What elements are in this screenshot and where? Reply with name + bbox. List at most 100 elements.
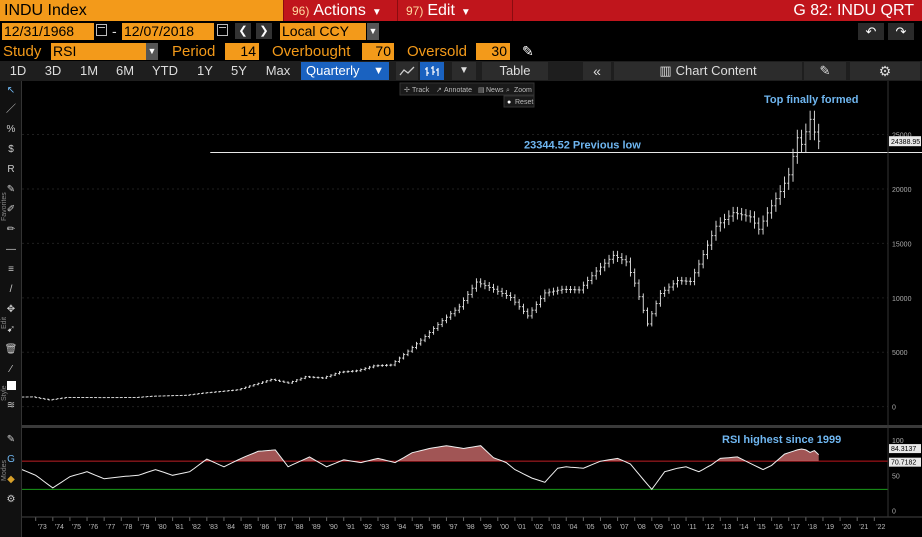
- x-tick-label: '91: [346, 524, 355, 531]
- g-mode-icon[interactable]: G: [7, 454, 15, 465]
- ruler-icon[interactable]: R: [7, 164, 15, 175]
- annotation-top-formed: Top finally formed: [764, 94, 859, 106]
- chart-content-button[interactable]: ▥ Chart Content: [614, 62, 802, 80]
- edit-side-label: Edit: [1, 316, 8, 329]
- reset-button[interactable]: Reset: [515, 99, 533, 106]
- zoom-button[interactable]: Zoom: [514, 87, 532, 94]
- caret-down-icon: ▼: [371, 7, 382, 18]
- edit-chart-icon[interactable]: ✎: [804, 62, 846, 80]
- x-tick-label: '13: [722, 524, 731, 531]
- line-tool-icon[interactable]: ／: [6, 104, 16, 115]
- color-box-icon[interactable]: [4, 381, 18, 395]
- pencil-icon[interactable]: ✎: [522, 43, 534, 59]
- x-tick-label: '89: [312, 524, 321, 531]
- eyedropper-icon[interactable]: ⁄: [10, 364, 12, 375]
- price-tick-label: 15000: [892, 241, 912, 248]
- x-tick-label: '85: [243, 524, 252, 531]
- track-button[interactable]: Track: [412, 87, 430, 94]
- favorites-label: Favorites: [1, 192, 8, 221]
- rsi-line: [22, 445, 820, 491]
- settings-small-icon[interactable]: ⚙: [6, 494, 16, 505]
- x-tick-label: '21: [859, 524, 868, 531]
- x-tick-label: '88: [294, 524, 303, 531]
- last-price-tag: [889, 136, 921, 147]
- draw-mode-icon[interactable]: ✎: [6, 434, 16, 445]
- period-ytd-button[interactable]: YTD: [152, 63, 178, 78]
- study-label: Study: [3, 43, 42, 60]
- line-style-icon[interactable]: ≋: [6, 400, 16, 411]
- table-button[interactable]: Table: [482, 62, 548, 80]
- chevron-down-icon: ▼: [373, 65, 384, 77]
- x-tick-label: '95: [414, 524, 423, 531]
- x-tick-label: '16: [774, 524, 783, 531]
- x-tick-label: '94: [397, 524, 406, 531]
- x-tick-label: '74: [55, 524, 64, 531]
- overbought-label: Overbought: [272, 43, 351, 60]
- annotate-button[interactable]: Annotate: [444, 87, 472, 94]
- period-3d-button[interactable]: 3D: [44, 63, 62, 78]
- edit-menu-button[interactable]: 97) Edit ▼: [398, 0, 513, 21]
- chart-icon: ▥: [659, 63, 672, 78]
- brush-icon[interactable]: ✐: [6, 204, 16, 215]
- date-separator: -: [112, 23, 117, 39]
- channel-icon[interactable]: ≡: [8, 264, 14, 275]
- trash-icon[interactable]: 🗑: [4, 344, 18, 355]
- overbought-field[interactable]: 70: [362, 43, 394, 60]
- x-tick-label: '06: [602, 524, 611, 531]
- pen-icon[interactable]: ✎: [6, 184, 16, 195]
- chart-annotations: Top finally formed 23344.52 Previous low R…: [210, 94, 922, 446]
- undo-icon[interactable]: ↶: [858, 23, 884, 40]
- frequency-select[interactable]: Quarterly ▼: [301, 62, 389, 80]
- redo-icon[interactable]: ↷: [888, 23, 914, 40]
- period-field[interactable]: 14: [225, 43, 259, 60]
- price-tick-label: 10000: [892, 296, 912, 303]
- collapse-left-icon[interactable]: «: [583, 62, 611, 80]
- x-tick-label: '19: [825, 524, 834, 531]
- period-5y-button[interactable]: 5Y: [231, 63, 247, 78]
- study-select[interactable]: RSI: [51, 43, 146, 60]
- move-icon[interactable]: ✥: [6, 304, 16, 315]
- cursor-icon[interactable]: ↖: [6, 85, 16, 96]
- x-tick-label: '03: [551, 524, 560, 531]
- rsi-last-tag: [889, 444, 921, 454]
- percent-tool-icon[interactable]: %: [6, 124, 16, 135]
- period-1d-button[interactable]: 1D: [9, 63, 27, 78]
- bar-chart-icon[interactable]: [420, 62, 444, 80]
- marker-icon[interactable]: ✏: [6, 224, 16, 235]
- calendar-icon[interactable]: [217, 24, 228, 36]
- period-max-button[interactable]: Max: [265, 63, 291, 78]
- chevron-down-icon[interactable]: ▼: [367, 23, 379, 40]
- rsi-tick-label: 50: [892, 473, 900, 480]
- chevron-down-icon[interactable]: ▼: [452, 62, 476, 80]
- ticker-field[interactable]: INDU Index: [0, 0, 283, 21]
- currency-select[interactable]: Local CCY: [280, 23, 366, 40]
- end-date-field[interactable]: 12/07/2018: [122, 23, 214, 40]
- x-tick-label: '92: [363, 524, 372, 531]
- x-tick-label: '04: [568, 524, 577, 531]
- pointer-icon[interactable]: ➹: [6, 324, 16, 335]
- actions-menu-button[interactable]: 96) Actions ▼: [283, 0, 398, 21]
- next-arrow-icon[interactable]: ❯: [256, 23, 272, 39]
- start-date-field[interactable]: 12/31/1968: [2, 23, 94, 40]
- oversold-label: Oversold: [407, 43, 468, 60]
- line-chart-icon[interactable]: [396, 62, 418, 80]
- prev-arrow-icon[interactable]: ❮: [235, 23, 251, 39]
- oversold-field[interactable]: 30: [476, 43, 510, 60]
- period-1y-button[interactable]: 1Y: [197, 63, 213, 78]
- horizontal-line-icon[interactable]: —: [6, 244, 16, 255]
- palette-icon[interactable]: ◆: [7, 474, 15, 485]
- date-range-bar: 12/31/1968 - 12/07/2018 ❮ ❯ Local CCY ▼ …: [0, 21, 922, 41]
- news-button[interactable]: News: [486, 87, 504, 94]
- chevron-down-icon[interactable]: ▼: [146, 43, 158, 60]
- gear-icon[interactable]: ⚙: [850, 62, 920, 80]
- x-tick-label: '81: [175, 524, 184, 531]
- period-6m-button[interactable]: 6M: [115, 63, 135, 78]
- period-1m-button[interactable]: 1M: [79, 63, 99, 78]
- calendar-icon[interactable]: [96, 24, 107, 36]
- annotation-rsi-highest: RSI highest since 1999: [722, 434, 841, 446]
- price-chart[interactable]: ✢ Track ↗ Annotate ▤ News ⌕ Zoom ● Reset…: [22, 81, 922, 537]
- dollar-tool-icon[interactable]: $: [8, 144, 14, 155]
- chart-toolbar: 1D 3D 1M 6M YTD 1Y 5Y Max Quarterly ▼ ▼ T…: [0, 61, 922, 81]
- trendline-icon[interactable]: /: [9, 284, 13, 295]
